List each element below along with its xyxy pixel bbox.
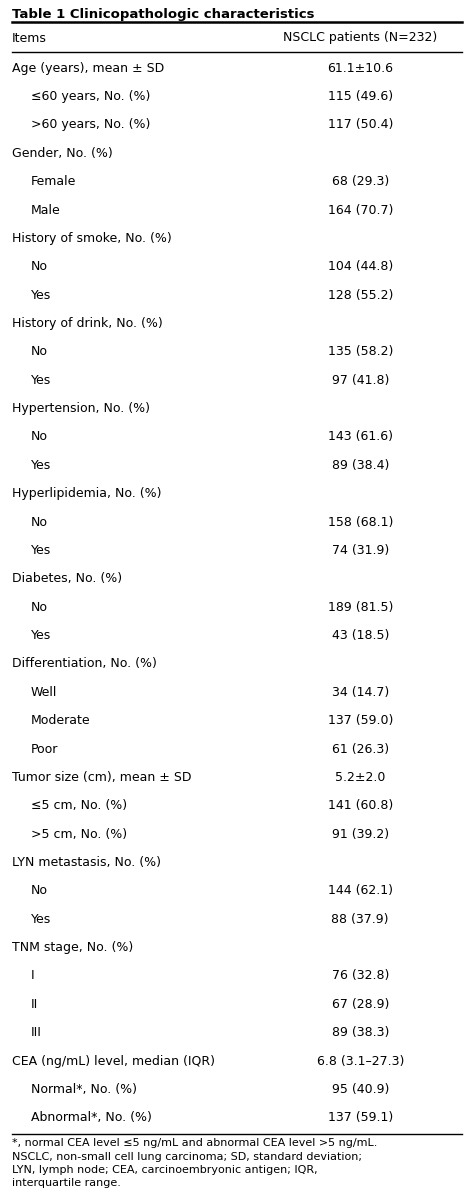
Text: 76 (32.8): 76 (32.8) <box>331 970 389 983</box>
Text: No: No <box>31 345 48 358</box>
Text: Poor: Poor <box>31 742 58 755</box>
Text: NSCLC patients (N=232): NSCLC patients (N=232) <box>283 31 438 45</box>
Text: Yes: Yes <box>31 629 51 642</box>
Text: Table 1 Clinicopathologic characteristics: Table 1 Clinicopathologic characteristic… <box>12 8 314 20</box>
Text: >60 years, No. (%): >60 years, No. (%) <box>31 118 150 131</box>
Text: II: II <box>31 997 38 1011</box>
Text: 117 (50.4): 117 (50.4) <box>328 118 393 131</box>
Text: LYN, lymph node; CEA, carcinoembryonic antigen; IQR,: LYN, lymph node; CEA, carcinoembryonic a… <box>12 1165 318 1175</box>
Text: 88 (37.9): 88 (37.9) <box>331 913 389 926</box>
Text: Hyperlipidemia, No. (%): Hyperlipidemia, No. (%) <box>12 487 161 500</box>
Text: 141 (60.8): 141 (60.8) <box>328 799 393 812</box>
Text: 189 (81.5): 189 (81.5) <box>328 600 393 614</box>
Text: 34 (14.7): 34 (14.7) <box>332 686 389 699</box>
Text: Abnormal*, No. (%): Abnormal*, No. (%) <box>31 1112 152 1125</box>
Text: Tumor size (cm), mean ± SD: Tumor size (cm), mean ± SD <box>12 771 191 784</box>
Text: Male: Male <box>31 203 61 217</box>
Text: ≤5 cm, No. (%): ≤5 cm, No. (%) <box>31 799 127 812</box>
Text: I: I <box>31 970 35 983</box>
Text: 61 (26.3): 61 (26.3) <box>332 742 389 755</box>
Text: 61.1±10.6: 61.1±10.6 <box>327 61 393 75</box>
Text: Yes: Yes <box>31 374 51 386</box>
Text: Moderate: Moderate <box>31 715 91 727</box>
Text: 89 (38.3): 89 (38.3) <box>331 1026 389 1039</box>
Text: 67 (28.9): 67 (28.9) <box>331 997 389 1011</box>
Text: >5 cm, No. (%): >5 cm, No. (%) <box>31 828 127 841</box>
Text: 74 (31.9): 74 (31.9) <box>332 544 389 557</box>
Text: 115 (49.6): 115 (49.6) <box>328 90 393 103</box>
Text: 89 (38.4): 89 (38.4) <box>331 458 389 472</box>
Text: CEA (ng/mL) level, median (IQR): CEA (ng/mL) level, median (IQR) <box>12 1055 215 1067</box>
Text: Yes: Yes <box>31 913 51 926</box>
Text: 97 (41.8): 97 (41.8) <box>331 374 389 386</box>
Text: 137 (59.1): 137 (59.1) <box>328 1112 393 1125</box>
Text: 68 (29.3): 68 (29.3) <box>332 176 389 188</box>
Text: 137 (59.0): 137 (59.0) <box>328 715 393 727</box>
Text: 5.2±2.0: 5.2±2.0 <box>335 771 385 784</box>
Text: 95 (40.9): 95 (40.9) <box>331 1083 389 1096</box>
Text: Yes: Yes <box>31 289 51 302</box>
Text: LYN metastasis, No. (%): LYN metastasis, No. (%) <box>12 857 161 869</box>
Text: Differentiation, No. (%): Differentiation, No. (%) <box>12 657 157 670</box>
Text: No: No <box>31 431 48 444</box>
Text: 6.8 (3.1–27.3): 6.8 (3.1–27.3) <box>317 1055 404 1067</box>
Text: Items: Items <box>12 31 47 45</box>
Text: interquartile range.: interquartile range. <box>12 1179 121 1189</box>
Text: Hypertension, No. (%): Hypertension, No. (%) <box>12 402 150 415</box>
Text: 104 (44.8): 104 (44.8) <box>328 260 393 273</box>
Text: Yes: Yes <box>31 458 51 472</box>
Text: History of drink, No. (%): History of drink, No. (%) <box>12 318 163 330</box>
Text: ≤60 years, No. (%): ≤60 years, No. (%) <box>31 90 150 103</box>
Text: No: No <box>31 600 48 614</box>
Text: Yes: Yes <box>31 544 51 557</box>
Text: Age (years), mean ± SD: Age (years), mean ± SD <box>12 61 164 75</box>
Text: No: No <box>31 260 48 273</box>
Text: Well: Well <box>31 686 57 699</box>
Text: 164 (70.7): 164 (70.7) <box>328 203 393 217</box>
Text: History of smoke, No. (%): History of smoke, No. (%) <box>12 232 172 245</box>
Text: Female: Female <box>31 176 76 188</box>
Text: 43 (18.5): 43 (18.5) <box>331 629 389 642</box>
Text: 91 (39.2): 91 (39.2) <box>332 828 389 841</box>
Text: No: No <box>31 884 48 897</box>
Text: No: No <box>31 516 48 528</box>
Text: 158 (68.1): 158 (68.1) <box>328 516 393 528</box>
Text: 135 (58.2): 135 (58.2) <box>328 345 393 358</box>
Text: Normal*, No. (%): Normal*, No. (%) <box>31 1083 137 1096</box>
Text: 144 (62.1): 144 (62.1) <box>328 884 393 897</box>
Text: Diabetes, No. (%): Diabetes, No. (%) <box>12 573 122 586</box>
Text: III: III <box>31 1026 42 1039</box>
Text: NSCLC, non-small cell lung carcinoma; SD, standard deviation;: NSCLC, non-small cell lung carcinoma; SD… <box>12 1151 362 1162</box>
Text: TNM stage, No. (%): TNM stage, No. (%) <box>12 941 133 954</box>
Text: 143 (61.6): 143 (61.6) <box>328 431 393 444</box>
Text: *, normal CEA level ≤5 ng/mL and abnormal CEA level >5 ng/mL.: *, normal CEA level ≤5 ng/mL and abnorma… <box>12 1138 377 1148</box>
Text: Gender, No. (%): Gender, No. (%) <box>12 147 113 160</box>
Text: 128 (55.2): 128 (55.2) <box>328 289 393 302</box>
